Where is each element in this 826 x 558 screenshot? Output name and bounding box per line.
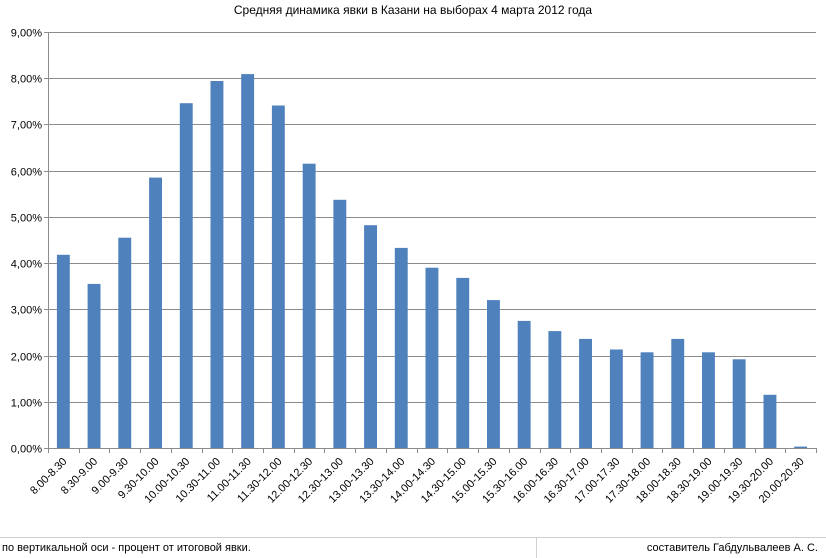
bars [56, 74, 808, 448]
bar [333, 199, 347, 448]
bar-chart: 0,00% 1,00% 2,00% 3,00% 4,00% 5,00% 6,00% 7,00%… [11, 28, 817, 506]
y-axis-tick-labels: 0,00% 1,00% 2,00% 3,00% 4,00% 5,00% 6,00% 7,00%… [11, 28, 42, 456]
y-tick-label: 3,00% [11, 305, 42, 317]
footer-note: по вертикальной оси - процент от итогово… [2, 542, 251, 554]
bar [56, 254, 70, 448]
bar [425, 267, 439, 448]
y-tick-label: 7,00% [11, 120, 42, 132]
bar [210, 81, 224, 448]
bar [487, 300, 500, 448]
bar [763, 394, 777, 448]
bar [548, 331, 562, 448]
bar [271, 105, 285, 448]
bar [702, 352, 715, 448]
x-axis-tick-labels: 8.00-8.308.30-9.009.00-9.309.30-10.0010.… [28, 456, 807, 506]
footer-divider-line [0, 537, 826, 538]
bar [794, 446, 808, 448]
bar [118, 237, 132, 448]
bar [149, 177, 162, 448]
y-tick-label: 8,00% [11, 74, 42, 86]
bar [241, 74, 255, 448]
bar [179, 103, 193, 448]
bar [517, 320, 531, 448]
bar [302, 163, 316, 448]
y-tick-label: 6,00% [11, 167, 42, 179]
bar [364, 225, 377, 448]
bar [394, 247, 408, 448]
bar [640, 352, 654, 448]
bar [609, 349, 623, 448]
footer-author: составитель Габдульвалеев А. С. [646, 542, 818, 554]
y-tick-label: 2,00% [11, 352, 42, 364]
bar [579, 338, 592, 448]
y-tick-label: 4,00% [11, 259, 42, 271]
bar [456, 277, 470, 448]
y-tick-label: 1,00% [11, 398, 42, 410]
chart-title: Средняя динамика явки в Казани на выбора… [233, 3, 593, 17]
bar [671, 338, 685, 448]
y-tick-label: 9,00% [11, 28, 42, 40]
bar [732, 359, 746, 448]
y-tick-label: 5,00% [11, 213, 42, 225]
y-tick-label: 0,00% [11, 444, 42, 456]
axes [44, 32, 817, 453]
footer-cell-divider [536, 538, 537, 558]
bar [87, 283, 101, 448]
